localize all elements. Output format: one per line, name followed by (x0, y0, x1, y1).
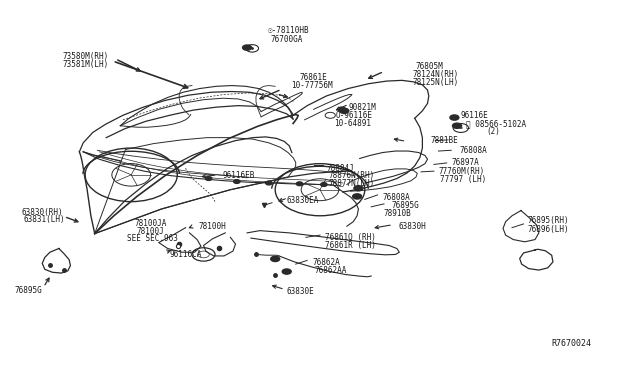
Text: 76808A: 76808A (460, 146, 487, 155)
Circle shape (338, 107, 346, 112)
Text: 63830E: 63830E (287, 287, 314, 296)
Text: 78877N(LH): 78877N(LH) (328, 179, 374, 188)
Circle shape (354, 186, 363, 191)
Text: 10-77756M: 10-77756M (291, 81, 333, 90)
Text: 96116E: 96116E (461, 111, 488, 120)
Circle shape (296, 182, 303, 186)
Circle shape (243, 45, 252, 50)
Text: 76861R (LH): 76861R (LH) (325, 241, 376, 250)
Text: 78100J: 78100J (136, 227, 164, 235)
Text: 78100H: 78100H (198, 222, 226, 231)
Text: 90821M: 90821M (349, 103, 376, 112)
Text: 78910B: 78910B (384, 209, 412, 218)
Text: 76805M: 76805M (416, 62, 444, 71)
Text: 63831(LH): 63831(LH) (23, 215, 65, 224)
Text: 78884J: 78884J (326, 164, 354, 173)
Text: 78124N(RH): 78124N(RH) (412, 70, 458, 79)
Circle shape (450, 115, 459, 120)
Text: 63830H: 63830H (399, 222, 426, 231)
Text: 73581M(LH): 73581M(LH) (63, 60, 109, 69)
Text: 77797 (LH): 77797 (LH) (440, 175, 486, 184)
Text: 76862A: 76862A (312, 258, 340, 267)
Text: SEE SEC.963: SEE SEC.963 (127, 234, 177, 243)
Text: 7881BE: 7881BE (430, 136, 458, 145)
Circle shape (205, 177, 212, 180)
Text: 76895G: 76895G (14, 286, 42, 295)
Text: Ⓢ 08566-5102A: Ⓢ 08566-5102A (466, 119, 526, 128)
Circle shape (271, 256, 280, 262)
Text: 76700GA: 76700GA (270, 35, 303, 44)
Circle shape (452, 123, 461, 128)
Text: 76896(LH): 76896(LH) (527, 225, 569, 234)
Text: 63830EA: 63830EA (287, 196, 319, 205)
Text: 63830(RH): 63830(RH) (22, 208, 63, 217)
Text: 76861E: 76861E (300, 73, 327, 81)
Text: 76895(RH): 76895(RH) (527, 217, 569, 225)
Circle shape (282, 269, 291, 274)
Text: O-96116E: O-96116E (336, 111, 373, 120)
Text: 96116CA: 96116CA (170, 250, 202, 259)
Text: 96116EB: 96116EB (223, 171, 255, 180)
Text: 76861Q (RH): 76861Q (RH) (325, 233, 376, 242)
Text: S: S (459, 125, 463, 131)
Text: 10-64891: 10-64891 (334, 119, 371, 128)
Text: 77760M(RH): 77760M(RH) (438, 167, 484, 176)
Text: 76895G: 76895G (392, 201, 419, 210)
Circle shape (321, 183, 327, 186)
Text: R7670024: R7670024 (552, 339, 591, 348)
Text: 78100JA: 78100JA (134, 219, 167, 228)
Text: 78125N(LH): 78125N(LH) (412, 78, 458, 87)
Text: 76862AA: 76862AA (315, 266, 348, 275)
Circle shape (266, 181, 272, 185)
Text: ☉-78110HB: ☉-78110HB (268, 26, 309, 35)
Text: (2): (2) (486, 127, 500, 136)
Text: 78876N(RH): 78876N(RH) (328, 171, 374, 180)
Circle shape (234, 180, 240, 183)
Text: 73580M(RH): 73580M(RH) (63, 52, 109, 61)
Circle shape (340, 108, 349, 113)
Text: 76897A: 76897A (452, 158, 479, 167)
Circle shape (353, 194, 362, 199)
Text: 76808A: 76808A (382, 193, 410, 202)
